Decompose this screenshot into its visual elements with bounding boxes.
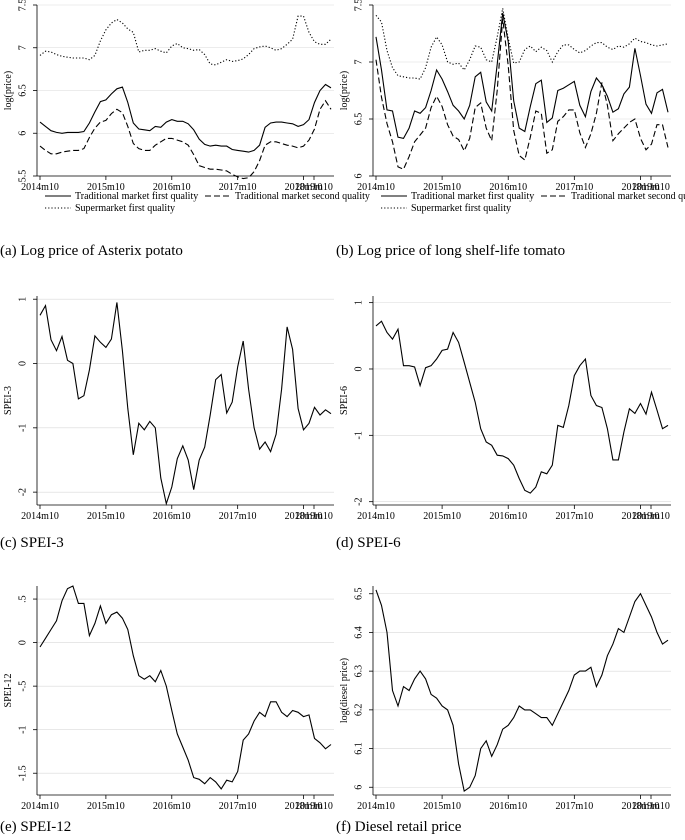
y-tick-label: -2 [353, 498, 364, 506]
x-tick-label: 2019m10 [632, 801, 670, 812]
series-line-traditional-market-second-quality [39, 99, 332, 180]
legend-label: Supermarket first quality [411, 203, 511, 214]
panel-caption: (e) SPEI-12 [0, 819, 71, 835]
panel-caption: (b) Log price of long shelf-life tomato [336, 243, 565, 259]
x-tick-label: 2016m10 [489, 801, 527, 812]
legend-label: Traditional market second quality [571, 191, 685, 202]
y-tick-label: -1.5 [17, 765, 28, 781]
series-line-traditional-market-second-quality [375, 18, 669, 170]
x-tick-label: 2014m10 [357, 511, 395, 522]
x-tick-label: 2018m10 [285, 511, 323, 522]
series-line-traditional-market-first-quality [375, 12, 669, 140]
x-tick-label: 2016m10 [153, 511, 191, 522]
x-tick-label: 2017m10 [555, 801, 593, 812]
series-line-supermarket-first-quality [375, 8, 669, 80]
x-tick-label: 2014m10 [21, 801, 59, 812]
y-axis-label: SPEI-6 [339, 386, 350, 415]
x-tick-label: 2016m10 [489, 511, 527, 522]
x-tick-label: 2018m10 [622, 182, 660, 193]
panel-caption: (a) Log price of Asterix potato [0, 243, 183, 259]
x-tick-label: 2015m10 [423, 801, 461, 812]
y-tick-label: 6.1 [353, 742, 364, 755]
y-tick-label: 1 [17, 297, 28, 302]
panel-f: 6 6.1 6.2 6.3 6.4 6.5 2014m10 2015m10 2016m10 201… [336, 586, 671, 835]
x-tick-label: 2017m10 [219, 511, 257, 522]
panel-e: -1.5 -1 -.5 0 .5 2014m10 2015m10 2016m10 2017m10… [0, 585, 334, 835]
x-tick-label: 2019m10 [295, 182, 333, 193]
series-line-supermarket-first-quality [39, 15, 332, 66]
x-tick-label: 2015m10 [87, 182, 125, 193]
x-tick-label: 2014m10 [21, 511, 59, 522]
x-tick-label: 2019m10 [632, 182, 670, 193]
x-tick-label: 2014m10 [357, 182, 395, 193]
y-tick-label: -1 [353, 431, 364, 439]
y-tick-label: 0 [17, 640, 28, 645]
x-tick-label: 2019m10 [295, 801, 333, 812]
series-line-spei-12 [39, 585, 332, 790]
y-tick-label: 6.2 [353, 704, 364, 717]
y-tick-label: 6 [353, 785, 364, 790]
y-tick-label: 0 [17, 361, 28, 366]
legend-label: Traditional market first quality [75, 191, 198, 202]
y-tick-label: 6.4 [353, 626, 364, 639]
y-tick-label: -.5 [17, 681, 28, 692]
x-tick-label: 2015m10 [87, 801, 125, 812]
x-tick-label: 2016m10 [153, 801, 191, 812]
x-tick-label: 2017m10 [219, 801, 257, 812]
y-tick-label: 6 [17, 131, 28, 136]
x-tick-label: 2017m10 [219, 182, 257, 193]
y-axis-label: SPEI-12 [3, 674, 14, 708]
x-tick-label: 2018m10 [622, 801, 660, 812]
y-tick-label: 5.5 [17, 170, 28, 183]
x-tick-label: 2016m10 [489, 182, 527, 193]
x-tick-label: 2017m10 [555, 182, 593, 193]
y-tick-label: 6.3 [353, 665, 364, 678]
y-tick-label: 0 [353, 366, 364, 371]
y-axis-label: SPEI-3 [3, 386, 14, 415]
x-tick-label: 2015m10 [423, 182, 461, 193]
y-tick-label: -1 [17, 424, 28, 432]
series-line-spei-3 [39, 302, 332, 506]
panel-c: -2 -1 0 1 2014m10 2015m10 2016m10 2017m10 2018m1… [0, 296, 334, 551]
y-tick-label: 6.5 [17, 84, 28, 97]
y-axis-label: log(diesel price) [339, 658, 350, 723]
series-line-diesel-retail-price [375, 589, 669, 793]
y-tick-label: 1 [353, 300, 364, 305]
y-tick-label: 6.5 [353, 113, 364, 126]
panel-b: 6 6.5 7 7.5 2014m10 2015m10 2016m10 2017m10 2018… [336, 0, 685, 259]
y-tick-label: 6 [353, 174, 364, 179]
y-axis-label: log(price) [339, 71, 350, 110]
y-axis-label: log(price) [3, 71, 14, 110]
panel-caption: (c) SPEI-3 [0, 535, 64, 551]
y-tick-label: -2 [17, 488, 28, 496]
panel-caption: (d) SPEI-6 [336, 535, 401, 551]
series-line-traditional-market-first-quality [39, 83, 332, 153]
y-tick-label: -1 [17, 726, 28, 734]
x-tick-label: 2014m10 [357, 801, 395, 812]
x-tick-label: 2017m10 [555, 511, 593, 522]
legend-label: Supermarket first quality [75, 203, 175, 214]
x-tick-label: 2015m10 [87, 511, 125, 522]
x-tick-label: 2019m10 [632, 511, 670, 522]
panel-caption: (f) Diesel retail price [336, 819, 462, 835]
y-tick-label: 6.5 [353, 587, 364, 600]
x-tick-label: 2019m10 [295, 511, 333, 522]
x-tick-label: 2014m10 [21, 182, 59, 193]
series-line-spei-6 [375, 320, 669, 494]
y-tick-label: 7 [353, 60, 364, 65]
panel-d: -2 -1 0 1 2014m10 2015m10 2016m10 2017m10 2018m1… [336, 296, 671, 551]
legend-label: Traditional market second quality [235, 191, 370, 202]
y-tick-label: 7 [17, 45, 28, 50]
y-tick-label: 7.5 [353, 0, 364, 11]
x-tick-label: 2016m10 [153, 182, 191, 193]
y-tick-label: 7.5 [17, 0, 28, 11]
x-tick-label: 2018m10 [622, 511, 660, 522]
x-tick-label: 2018m10 [285, 182, 323, 193]
panel-a: 5.5 6 6.5 7 7.5 2014m10 2015m10 2016m10 2017m10 2… [0, 0, 370, 259]
y-tick-label: .5 [17, 595, 28, 603]
x-tick-label: 2018m10 [285, 801, 323, 812]
x-tick-label: 2015m10 [423, 511, 461, 522]
legend-label: Traditional market first quality [411, 191, 534, 202]
